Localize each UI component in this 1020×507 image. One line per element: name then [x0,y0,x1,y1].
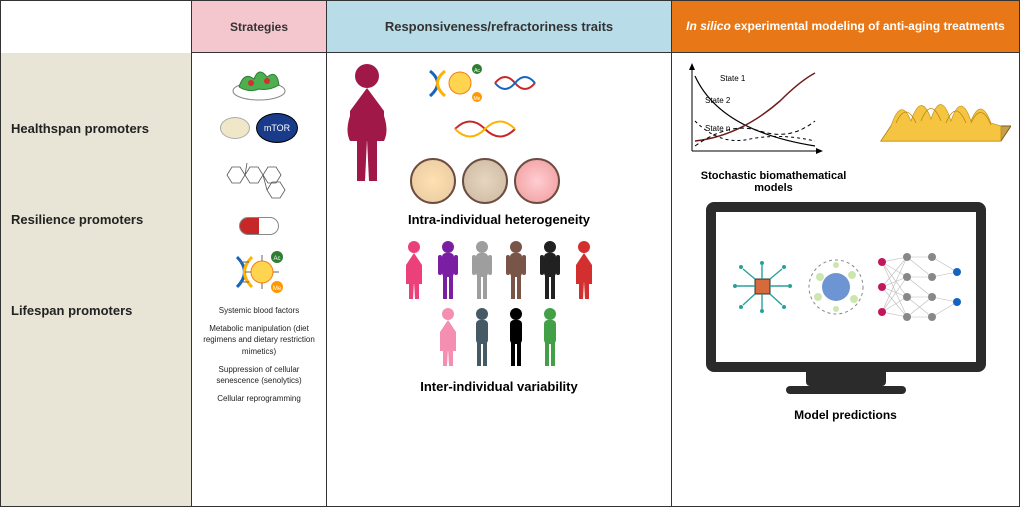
header-responsiveness: Responsiveness/refractoriness traits [327,1,671,53]
svg-text:State 2: State 2 [705,96,731,105]
responsiveness-column: Responsiveness/refractoriness traits Ac … [326,1,671,506]
person-icon [398,239,430,304]
strategy-item: Systemic blood factors [200,305,318,316]
person-icon [466,306,498,371]
label-resilience: Resilience promoters [11,212,181,227]
network-icon [872,242,967,332]
mtor-icon: mTOR [256,113,298,143]
person-large-icon [335,61,400,191]
intra-caption: Intra-individual heterogeneity [335,212,663,227]
svg-text:Me: Me [474,96,481,102]
intra-icons: Ac Me [410,61,560,204]
row-labels: Healthspan promoters Resilience promoter… [1,53,191,506]
strategies-body: mTOR [192,53,326,506]
tissue-icon [410,158,456,204]
header-insilico-italic: In silico [686,19,731,33]
dna-histone-icon: Ac Me [425,61,545,106]
header-insilico: In silico experimental modeling of anti-… [672,1,1019,53]
person-icon [568,239,600,304]
strategy-item: Cellular reprogramming [200,393,318,404]
tissue-icon [462,158,508,204]
people-group [384,239,614,371]
header-strategies: Strategies [192,1,326,53]
label-healthspan: Healthspan promoters [11,121,181,136]
tissue-circles [410,158,560,204]
row-labels-column: Healthspan promoters Resilience promoter… [1,1,191,506]
cell-icon [806,257,866,317]
person-icon [500,306,532,371]
strategies-column: Strategies mTOR [191,1,326,506]
header-insilico-rest: experimental modeling of anti-aging trea… [731,19,1005,33]
strategy-item: Suppression of cellular senescence (seno… [200,364,318,386]
person-icon [534,239,566,304]
svg-text:State n: State n [705,124,730,133]
svg-text:Me: Me [272,286,281,292]
pill-icon [220,117,250,139]
insilico-body: State 1 State 2 State n Stochastic bioma… [672,53,1019,506]
modpred-caption: Model predictions [680,408,1011,422]
insilico-column: In silico experimental modeling of anti-… [671,1,1019,506]
tissue-icon [514,158,560,204]
salad-icon [229,61,289,101]
person-icon [500,239,532,304]
chip-icon [725,257,800,317]
responsiveness-body: Ac Me [327,53,671,506]
person-icon [466,239,498,304]
dna-single-icon [450,114,520,144]
landscape-icon [871,61,1011,161]
person-icon [432,239,464,304]
state-chart: State 1 State 2 State n [680,61,825,161]
inter-caption: Inter-individual variability [335,379,663,394]
monitor-block [706,202,986,402]
svg-text:State 1: State 1 [720,74,746,83]
strategies-icons: mTOR [200,61,318,297]
strategies-list: Systemic blood factors Metabolic manipul… [200,305,318,404]
strategy-item: Metabolic manipulation (diet regimens an… [200,323,318,357]
svg-text:Ac: Ac [474,68,480,74]
monitor-base [786,386,906,394]
monitor-stand [806,372,886,386]
state-chart-block: State 1 State 2 State n Stochastic bioma… [680,61,867,194]
svg-text:Ac: Ac [273,256,280,262]
intra-block: Ac Me [335,61,663,204]
capsule-icon [239,217,279,235]
spacer [1,1,191,53]
dna-epigenetic-icon: Ac Me [232,247,287,297]
pill-row: mTOR [220,113,298,143]
person-icon [432,306,464,371]
molecule-icon [217,155,302,205]
monitor-screen [706,202,986,372]
infographic-root: Healthspan promoters Resilience promoter… [0,0,1020,507]
person-icon [534,306,566,371]
top-charts: State 1 State 2 State n Stochastic bioma… [680,61,1011,194]
label-lifespan: Lifespan promoters [11,303,181,318]
biomath-caption: Stochastic biomathematical models [680,170,867,194]
